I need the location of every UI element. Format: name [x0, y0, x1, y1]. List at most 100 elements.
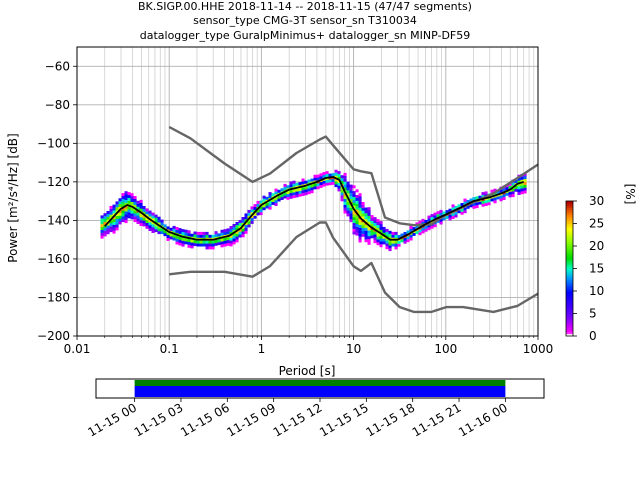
density-cell	[217, 239, 221, 243]
density-cell	[328, 182, 332, 186]
density-cell	[319, 176, 323, 180]
density-cell	[133, 219, 137, 223]
density-cell	[343, 196, 347, 199]
density-cell	[238, 220, 242, 223]
density-cell	[232, 241, 236, 245]
density-cell	[280, 197, 284, 200]
density-cell	[520, 182, 524, 186]
density-cell	[367, 207, 371, 211]
density-cell	[259, 212, 263, 216]
density-cell	[142, 206, 146, 209]
colorbar-step	[566, 216, 573, 220]
density-cell	[313, 183, 317, 187]
density-cell	[352, 217, 356, 221]
colorbar-step	[566, 277, 573, 281]
density-cell	[475, 202, 479, 206]
density-cell	[451, 216, 455, 219]
density-cell	[208, 243, 212, 247]
colorbar-step	[566, 288, 573, 292]
density-cell	[130, 210, 134, 214]
density-cell	[265, 202, 269, 206]
density-cell	[385, 234, 389, 238]
density-cell	[388, 239, 392, 243]
density-cell	[124, 194, 128, 198]
density-cell	[262, 204, 266, 208]
density-cell	[388, 233, 392, 237]
density-cell	[373, 217, 377, 221]
density-cell	[250, 212, 254, 216]
density-cell	[172, 234, 176, 238]
density-cell	[370, 235, 374, 239]
density-cell	[154, 217, 158, 221]
density-cell	[346, 210, 350, 214]
density-cell	[388, 242, 392, 246]
density-cell	[121, 198, 125, 202]
chart-title-line-2: sensor_type CMG-3T sensor_sn T310034	[193, 14, 417, 27]
density-cell	[232, 235, 236, 239]
density-cell	[340, 186, 344, 190]
x-tick-label: 10	[346, 342, 361, 356]
y-tick-label: −200	[37, 329, 70, 343]
density-cell	[163, 224, 167, 228]
density-cell	[520, 176, 524, 180]
density-cell	[457, 204, 461, 208]
density-cell	[421, 227, 425, 231]
density-cell	[352, 205, 356, 209]
density-cell	[505, 192, 509, 196]
density-cell	[361, 222, 365, 226]
density-cell	[364, 227, 368, 231]
y-tick-label: −60	[45, 59, 70, 73]
density-cell	[142, 208, 146, 212]
density-cell	[400, 239, 404, 243]
density-cell	[277, 198, 281, 202]
density-cell	[115, 218, 119, 222]
density-cell	[109, 205, 113, 209]
density-cell	[349, 204, 353, 208]
density-cell	[358, 239, 362, 243]
density-cell	[148, 228, 152, 231]
density-cell	[208, 240, 212, 244]
density-cell	[343, 178, 347, 182]
colorbar-step	[566, 228, 573, 231]
density-cell	[229, 231, 233, 235]
density-cell	[241, 217, 245, 220]
density-cell	[367, 227, 371, 231]
density-cell	[103, 227, 107, 231]
density-cell	[175, 238, 179, 242]
density-cell	[247, 212, 251, 216]
density-cell	[322, 174, 326, 178]
density-cell	[130, 207, 134, 211]
density-cell	[439, 218, 443, 222]
density-cell	[487, 202, 491, 206]
density-cell	[121, 216, 125, 220]
density-cell	[187, 239, 191, 242]
density-cell	[130, 193, 134, 197]
density-cell	[112, 219, 116, 222]
density-cell	[148, 210, 152, 214]
density-cell	[151, 224, 155, 228]
density-cell	[139, 208, 143, 212]
density-cell	[358, 225, 362, 228]
colorbar-tick-label: 10	[589, 284, 604, 298]
density-cell	[361, 230, 365, 234]
density-cell	[106, 225, 110, 229]
density-cell	[343, 210, 347, 214]
density-cell	[241, 234, 245, 238]
density-cell	[379, 238, 383, 242]
density-cell	[346, 181, 350, 185]
density-cell	[355, 232, 359, 236]
density-cell	[151, 221, 155, 225]
density-cell	[385, 237, 389, 241]
density-cell	[232, 229, 236, 233]
density-cell	[499, 195, 503, 199]
density-cell	[421, 230, 425, 234]
density-cell	[517, 192, 521, 195]
density-cell	[334, 178, 338, 182]
density-cell	[259, 209, 263, 213]
density-cell	[352, 196, 356, 200]
density-cell	[268, 200, 272, 204]
density-cell	[196, 234, 200, 238]
density-cell	[154, 220, 158, 224]
density-cell	[124, 191, 128, 195]
